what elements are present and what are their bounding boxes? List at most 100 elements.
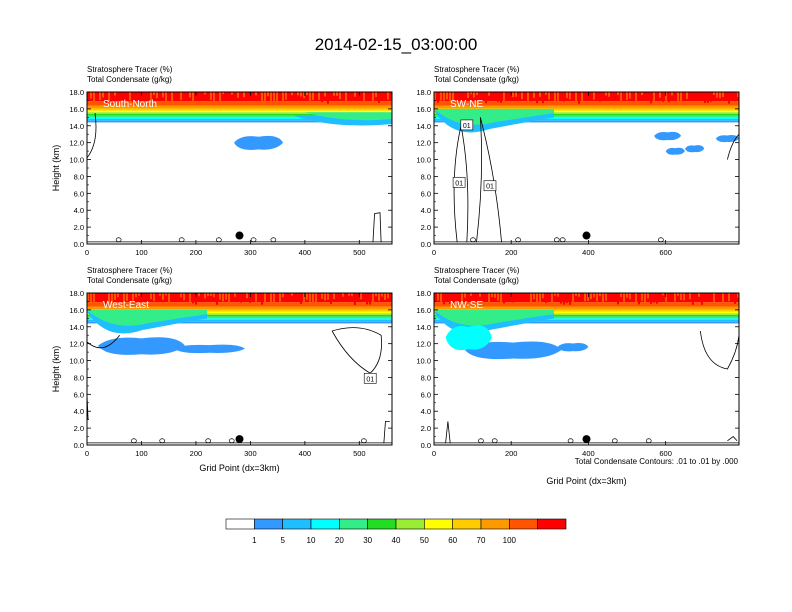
tracer-band bbox=[87, 313, 392, 315]
tracer-streak bbox=[357, 92, 359, 99]
contour-label-box bbox=[483, 180, 497, 192]
tracer-streak bbox=[141, 92, 143, 95]
tracer-band bbox=[434, 320, 739, 322]
tracer-streak bbox=[632, 92, 634, 102]
tracer-streak bbox=[285, 293, 287, 302]
tracer-streak bbox=[533, 92, 535, 98]
tracer-streak bbox=[593, 92, 595, 100]
tracer-streak bbox=[381, 293, 383, 297]
tracer-streak bbox=[159, 92, 161, 99]
contour-bump bbox=[515, 237, 521, 243]
tracer-streak bbox=[488, 293, 490, 303]
tracer-streak bbox=[434, 92, 436, 100]
tracer-streak bbox=[144, 293, 146, 299]
colorbar-swatch bbox=[282, 518, 312, 530]
y-tick-label: 0.0 bbox=[74, 441, 84, 450]
y-tick-label: 4.0 bbox=[421, 407, 431, 416]
y-tick-label: 12.0 bbox=[69, 340, 84, 349]
contour-line bbox=[87, 113, 97, 159]
tracer-band bbox=[434, 115, 739, 118]
tracer-blob bbox=[715, 135, 739, 143]
tracer-streak bbox=[216, 92, 218, 96]
tracer-streak bbox=[662, 92, 664, 102]
tracer-streak bbox=[464, 92, 466, 95]
x-tick-label: 400 bbox=[582, 449, 595, 458]
contour-label: 01 bbox=[455, 180, 463, 187]
tracer-streak bbox=[258, 92, 260, 96]
y-tick-label: 4.0 bbox=[74, 206, 84, 215]
tracer-streak bbox=[330, 92, 332, 95]
tracer-streak bbox=[339, 293, 341, 297]
tracer-streak bbox=[222, 293, 224, 302]
tracer-band bbox=[87, 314, 392, 317]
tracer-streak bbox=[599, 293, 601, 297]
x-tick-label: 200 bbox=[190, 248, 203, 257]
tracer-streak bbox=[345, 293, 347, 299]
tracer-streak bbox=[473, 293, 475, 296]
panel-header-line: Stratosphere Tracer (%) bbox=[87, 266, 173, 275]
tracer-streak bbox=[734, 293, 736, 304]
tracer-streak bbox=[210, 92, 212, 100]
tracer-streak bbox=[710, 293, 712, 297]
tracer-streak bbox=[596, 293, 598, 302]
y-tick-label: 14.0 bbox=[69, 122, 84, 131]
tracer-blob bbox=[464, 341, 562, 360]
tracer-streak bbox=[162, 92, 164, 98]
tracer-band bbox=[434, 108, 739, 111]
tracer-streak bbox=[174, 92, 176, 96]
y-tick-label: 8.0 bbox=[74, 172, 84, 181]
tracer-band bbox=[87, 108, 392, 111]
tracer-streak bbox=[261, 92, 263, 103]
tracer-streak bbox=[291, 293, 293, 296]
tracer-streak bbox=[225, 92, 227, 100]
contour-line bbox=[727, 133, 739, 160]
tracer-streak bbox=[530, 92, 532, 102]
panel-label: SW-NE bbox=[450, 99, 483, 110]
tracer-streak bbox=[336, 92, 338, 96]
tracer-streak bbox=[237, 92, 239, 98]
tracer-field bbox=[87, 293, 392, 444]
tracer-streak bbox=[596, 92, 598, 101]
tracer-streak bbox=[270, 293, 272, 303]
tracer-streak bbox=[680, 293, 682, 300]
tracer-streak bbox=[132, 92, 134, 103]
tracer-streak bbox=[183, 293, 185, 301]
tracer-streak bbox=[162, 293, 164, 300]
tracer-streak bbox=[366, 92, 368, 100]
tracer-streak bbox=[120, 92, 122, 99]
tracer-band bbox=[434, 314, 739, 317]
tracer-band bbox=[87, 316, 392, 319]
colorbar-tick-label: 10 bbox=[307, 536, 316, 545]
colorbar-swatch bbox=[424, 518, 453, 530]
tracer-streak bbox=[647, 92, 649, 96]
tracer-streak bbox=[261, 293, 263, 305]
y-tick-label: 6.0 bbox=[74, 390, 84, 399]
tracer-streak bbox=[569, 293, 571, 305]
tracer-streak bbox=[282, 293, 284, 298]
tracer-streak bbox=[662, 293, 664, 296]
tracer-streak bbox=[515, 293, 517, 299]
tracer-blob bbox=[174, 344, 245, 354]
tracer-streak bbox=[629, 293, 631, 300]
tracer-streak bbox=[333, 293, 335, 300]
tracer-streak bbox=[369, 92, 371, 99]
tracer-streak bbox=[189, 92, 191, 98]
tracer-streak bbox=[255, 92, 257, 96]
tracer-streak bbox=[455, 293, 457, 301]
tracer-field bbox=[87, 92, 392, 243]
tracer-streak bbox=[387, 293, 389, 299]
x-tick-label: 600 bbox=[659, 248, 672, 257]
tracer-streak bbox=[602, 293, 604, 305]
tracer-band bbox=[434, 318, 739, 321]
x-axis-title: Grid Point (dx=3km) bbox=[199, 463, 279, 473]
tracer-streak bbox=[303, 293, 305, 305]
tracer-streak bbox=[518, 92, 520, 101]
tracer-blob bbox=[97, 337, 186, 355]
tracer-streak bbox=[186, 293, 188, 298]
x-tick-label: 600 bbox=[659, 449, 672, 458]
tracer-streak bbox=[479, 293, 481, 297]
tracer-streak bbox=[653, 293, 655, 303]
tracer-streak bbox=[557, 293, 559, 297]
tracer-streak bbox=[542, 293, 544, 299]
